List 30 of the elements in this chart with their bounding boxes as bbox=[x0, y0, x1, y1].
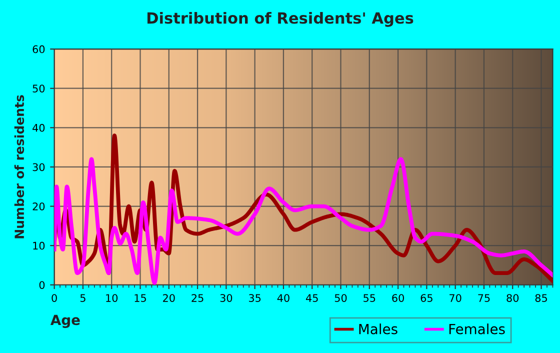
legend-label: Males bbox=[359, 324, 398, 334]
x-tick-label: 85 bbox=[535, 294, 547, 302]
x-tick-label: 0 bbox=[52, 294, 57, 302]
x-tick-label: 15 bbox=[134, 294, 146, 302]
y-tick-label: 50 bbox=[32, 84, 45, 92]
x-axis-title: Age bbox=[50, 314, 80, 328]
legend-label: Females bbox=[449, 324, 505, 334]
x-tick-label: 45 bbox=[306, 294, 318, 302]
y-axis-title: Number of residents bbox=[14, 95, 24, 238]
y-tick-label: 0 bbox=[39, 281, 45, 289]
y-tick-label: 20 bbox=[32, 202, 45, 210]
x-tick-label: 25 bbox=[192, 294, 204, 302]
x-tick-label: 30 bbox=[220, 294, 232, 302]
x-tick-label: 75 bbox=[478, 294, 490, 302]
x-tick-label: 40 bbox=[277, 294, 290, 302]
x-tick-label: 20 bbox=[163, 294, 175, 302]
x-tick-label: 80 bbox=[506, 294, 519, 302]
x-tick-label: 65 bbox=[420, 294, 432, 302]
chart-title: Distribution of Residents' Ages bbox=[147, 12, 414, 27]
x-tick-label: 35 bbox=[248, 294, 261, 302]
x-tick-label: 10 bbox=[106, 294, 118, 302]
y-tick-label: 60 bbox=[32, 45, 45, 54]
y-tick-label: 30 bbox=[32, 163, 45, 172]
x-tick-label: 60 bbox=[392, 294, 404, 302]
x-tick-label: 50 bbox=[334, 294, 347, 302]
y-tick-label: 10 bbox=[33, 242, 45, 250]
x-tick-label: 70 bbox=[450, 294, 462, 302]
x-tick-label: 5 bbox=[80, 294, 86, 302]
x-tick-label: 55 bbox=[364, 294, 376, 302]
y-tick-label: 40 bbox=[32, 124, 45, 132]
